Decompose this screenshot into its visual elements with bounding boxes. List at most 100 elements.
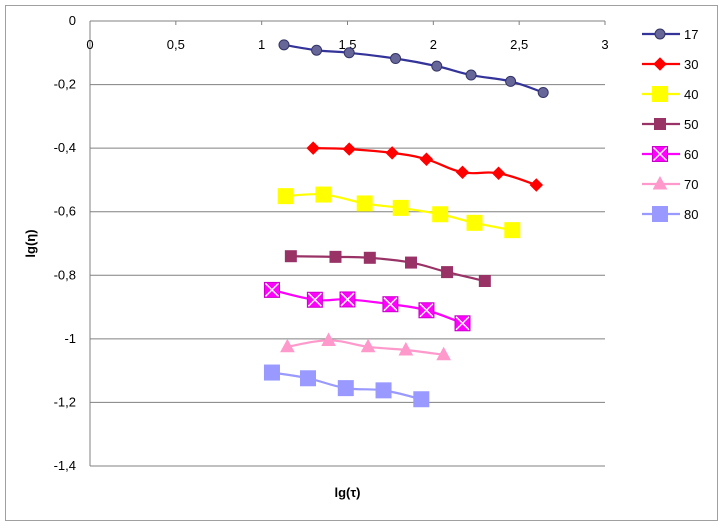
data-point [465,69,477,81]
legend-item-80: 80 [642,206,698,222]
marker-cross [340,292,355,307]
legend-label: 80 [684,207,698,222]
data-point [300,370,317,387]
y-tick-label: -0,4 [54,140,76,155]
series-70 [280,332,451,361]
legend-item-30: 30 [642,57,698,72]
data-point [363,251,376,264]
series-layer [263,39,549,408]
data-point [392,199,409,216]
legend-item-50: 50 [642,117,698,132]
data-point [431,60,443,72]
legend-marker [652,146,668,162]
legend-label: 60 [684,147,698,162]
series-17 [278,39,549,99]
legend-marker [654,28,666,40]
x-axis-title: lg(τ) [334,485,360,500]
legend-item-40: 40 [642,86,698,102]
y-tick-label: -1,4 [54,458,76,473]
data-point [390,53,402,65]
gridlines [90,84,605,467]
legend-item-17: 17 [642,27,698,42]
data-point [405,256,418,269]
data-point [382,296,399,313]
legend-item-60: 60 [642,146,698,162]
data-point [342,142,356,156]
data-point [398,341,414,356]
marker-cross [264,282,279,297]
y-axis-title: lg(η) [23,229,38,257]
data-point [418,302,435,319]
marker-cross [307,292,322,307]
data-point [436,346,451,361]
legend-label: 50 [684,117,698,132]
series-80 [263,364,430,408]
data-point [505,75,517,87]
data-point [491,166,506,180]
data-point [343,47,355,59]
marker-cross [652,146,668,162]
chart-frame [5,5,718,521]
data-point [337,380,354,397]
y-tick-label: -0,6 [54,204,76,219]
x-tick-label: 1 [258,37,265,52]
legend-item-70: 70 [642,175,698,192]
data-point [529,178,544,192]
data-point [385,146,399,160]
x-tick-label: 2 [430,37,437,52]
data-point [263,364,280,381]
data-point [278,39,290,51]
legend: 17 30 40 50 60 70 80 [642,27,698,222]
legend-marker [653,57,667,71]
data-point [277,188,294,205]
series-line [283,43,544,94]
y-tick-label: -0,2 [54,77,76,92]
data-point [478,275,491,288]
data-point [280,338,295,353]
data-point [315,186,332,203]
legend-marker [652,86,668,102]
data-point [466,214,483,231]
data-point [356,195,373,212]
data-point [311,44,323,56]
y-tick-label: -1,2 [54,394,76,409]
legend-marker [654,118,666,130]
data-point [306,291,323,308]
x-tick-label: 2,5 [510,37,528,52]
series-60 [263,281,471,332]
data-point [432,206,449,223]
legend-label: 40 [684,87,698,102]
legend-label: 30 [684,57,698,72]
marker-cross [455,316,470,331]
y-tick-label: -1 [64,331,76,346]
axes: 0-0,2-0,4-0,6-0,8-1-1,2-1,40 0,5 1 1,5 2 2,5 3 [54,13,609,473]
data-point [455,165,470,180]
marker-cross [419,303,434,318]
data-point [306,141,320,155]
data-point [339,291,356,308]
data-point [504,222,521,239]
series-40 [277,186,521,239]
data-point [537,87,549,99]
data-point [375,382,392,399]
data-point [419,152,434,166]
x-tick-label: 0 [86,37,93,52]
series-30 [306,141,544,192]
data-point [360,338,376,353]
x-tick-label: 3 [601,37,608,52]
marker-cross [383,297,398,312]
data-point [454,315,471,332]
y-tick-label: -0,8 [54,267,76,282]
series-line [313,147,537,187]
legend-label: 17 [684,27,698,42]
series-line [290,255,486,283]
data-point [284,250,297,263]
y-tick-label: 0 [69,13,76,28]
series-50 [284,250,491,288]
data-point [329,250,342,263]
legend-label: 70 [684,177,698,192]
data-point [321,332,336,346]
data-point [413,391,430,408]
x-tick-label: 0,5 [167,37,185,52]
